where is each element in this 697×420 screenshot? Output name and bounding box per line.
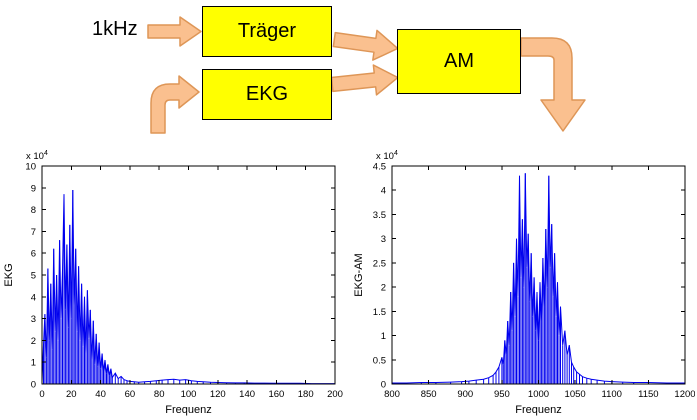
y-axis-exponent-label: x 104 — [376, 150, 398, 162]
input-frequency-label: 1kHz — [92, 18, 138, 40]
y-tick-label: 2 — [31, 336, 36, 347]
y-axis-label: EKG — [3, 263, 15, 286]
x-tick-label: 20 — [66, 389, 77, 400]
y-tick-label: 0.5 — [373, 355, 386, 366]
y-tick-label: 0 — [31, 380, 36, 391]
y-tick-label: 3 — [381, 234, 386, 245]
x-tick-label: 140 — [239, 389, 255, 400]
x-tick-label: 800 — [384, 389, 400, 400]
y-tick-label: 0 — [381, 380, 386, 391]
x-tick-label: 120 — [210, 389, 226, 400]
x-tick-label: 160 — [268, 389, 284, 400]
x-tick-label: 40 — [95, 389, 106, 400]
chart-ekg-spectrum: 0 20 40 60 80 100 120 140 160 180 200 0 1 2 3 4 5 6 7 8 9 10 x… — [0, 146, 345, 420]
traeger-block: Träger — [202, 6, 332, 57]
y-tick-label: 2 — [381, 283, 386, 294]
x-axis-label: Frequenz — [165, 404, 211, 416]
traeger-block-label: Träger — [237, 20, 297, 42]
y-tick-label: 3 — [31, 314, 36, 325]
x-tick-label: 100 — [181, 389, 197, 400]
x-tick-label: 60 — [125, 389, 136, 400]
ekg-block-label: EKG — [245, 83, 289, 105]
arrow-bent-into-ekg — [150, 75, 200, 134]
y-tick-label: 5 — [31, 271, 36, 282]
y-tick-label: 8 — [31, 205, 36, 216]
y-tick-label: 4.5 — [373, 162, 386, 173]
arrow-1khz-to-traeger — [147, 16, 202, 47]
y-axis-exponent-label: x 104 — [26, 150, 48, 162]
diagram-arrows — [147, 16, 586, 134]
y-tick-label: 7 — [31, 227, 36, 238]
arrow-traeger-to-am — [332, 29, 399, 61]
x-tick-label: 1200 — [674, 389, 695, 400]
arrow-am-output-down — [520, 37, 586, 132]
am-block: AM — [397, 29, 521, 94]
spectrum-stems — [391, 173, 686, 384]
x-tick-label: 180 — [298, 389, 314, 400]
x-tick-label: 1100 — [602, 389, 622, 400]
x-tick-label: 80 — [154, 389, 165, 400]
chart-svg: 800 850 900 950 1000 1050 1100 1150 1200 0 0.5 1 1.5… — [353, 150, 696, 416]
x-tick-label: 0 — [39, 389, 44, 400]
x-tick-label: 1150 — [638, 389, 658, 400]
ekg-block: EKG — [202, 69, 332, 120]
spectrum-line — [392, 173, 685, 384]
x-tick-label: 200 — [327, 389, 343, 400]
x-tick-label: 900 — [457, 389, 473, 400]
arrow-ekg-to-am — [330, 64, 399, 96]
y-tick-label: 6 — [31, 249, 36, 260]
y-tick-label: 10 — [25, 162, 36, 173]
y-tick-label: 4 — [31, 292, 36, 303]
y-tick-label: 9 — [31, 183, 36, 194]
y-tick-label: 1 — [381, 331, 386, 342]
y-tick-label: 2.5 — [373, 258, 386, 269]
am-block-label: AM — [444, 50, 474, 72]
y-tick-label: 4 — [381, 186, 386, 197]
chart-svg: 0 20 40 60 80 100 120 140 160 180 200 0 1 2 3 4 5 6 7 8 9 10x… — [3, 150, 343, 416]
y-tick-label: 3.5 — [373, 210, 386, 221]
axis-ticks — [41, 165, 336, 385]
axis-ticks — [391, 165, 686, 385]
y-tick-label: 1.5 — [373, 307, 386, 318]
x-tick-label: 1000 — [528, 389, 549, 400]
spectrum-line — [41, 189, 335, 385]
spectrum-stems — [41, 190, 336, 384]
x-tick-label: 1050 — [565, 389, 586, 400]
y-tick-label: 1 — [31, 358, 36, 369]
y-axis-label: EKG-AM — [353, 253, 365, 296]
x-tick-label: 850 — [421, 389, 437, 400]
chart-ekg-am-spectrum: 800 850 900 950 1000 1050 1100 1150 1200 0 0.5 1 1.5… — [350, 146, 696, 420]
x-tick-label: 950 — [494, 389, 510, 400]
x-axis-label: Frequenz — [515, 404, 561, 416]
